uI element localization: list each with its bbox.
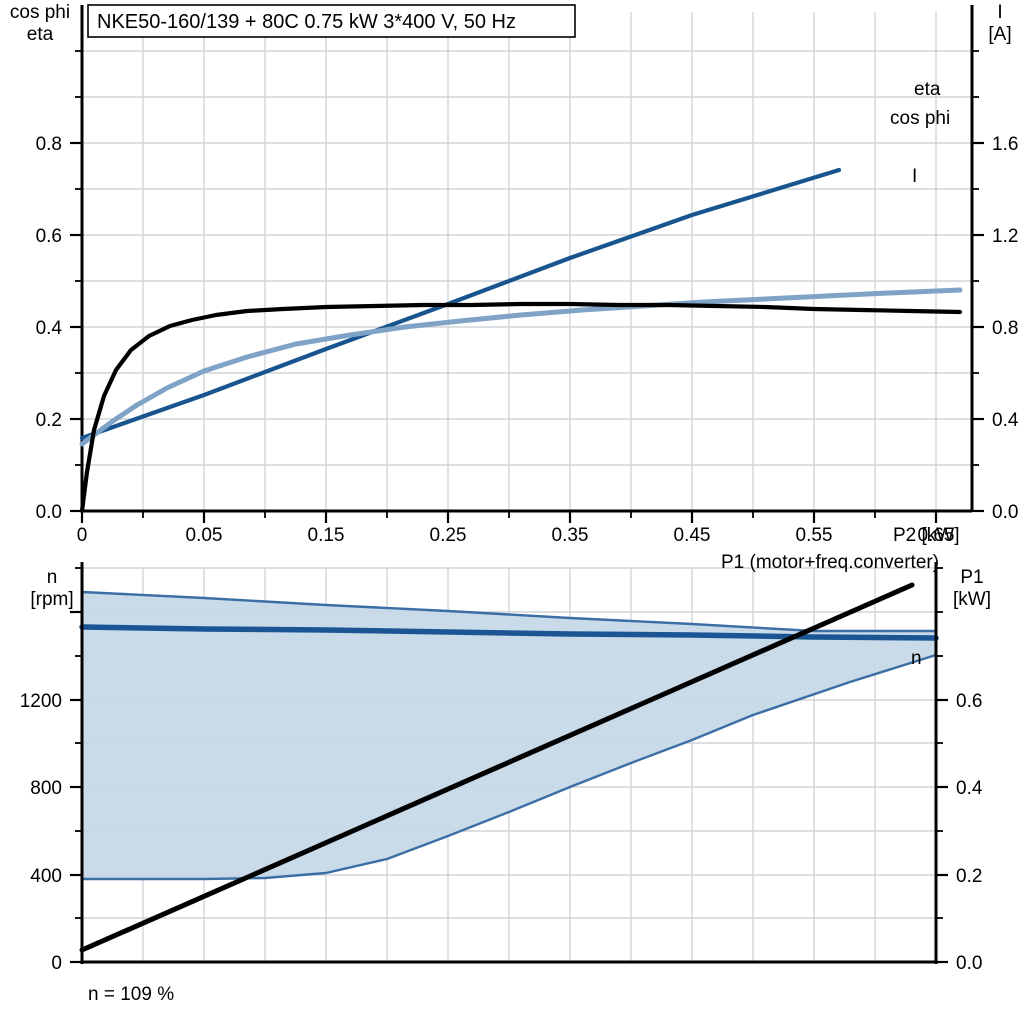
- top-chart-vertical-gridlines: [142, 12, 937, 510]
- bottom-chart-right-ticks: [936, 567, 948, 964]
- bottom-ytick-label-right-1: 0.2: [956, 866, 982, 887]
- top-chart-bottom-ticks: [80, 511, 938, 523]
- top-ytick-label-right-3: 1.2: [992, 226, 1018, 247]
- bottom-ytick-label-left-1: 400: [30, 866, 62, 887]
- chart-title-text: NKE50-160/139 + 80C 0.75 kW 3*400 V, 50 …: [97, 11, 516, 33]
- speed-curve-label: n: [911, 648, 922, 669]
- power-input-curve: [79, 582, 915, 953]
- bottom-ytick-label-left-2: 800: [30, 778, 62, 799]
- top-xaxis-title: P2 [kW]: [893, 525, 960, 546]
- top-xtick-label-7: 0.65: [918, 525, 955, 546]
- bottom-chart-left-ticks: [70, 567, 82, 964]
- eta-curve: [79, 301, 963, 514]
- top-ytick-label-right-2: 0.8: [992, 318, 1018, 339]
- speed-percentage-caption: n = 109 %: [88, 984, 174, 1005]
- bottom-right-axis-title-line1: P1: [960, 567, 983, 588]
- top-ytick-label-right-1: 0.4: [992, 410, 1019, 431]
- bottom-ytick-label-left-0: 0: [51, 953, 62, 974]
- top-xtick-label-6: 0.55: [796, 525, 833, 546]
- speed-range-envelope: [82, 592, 936, 879]
- bottom-left-axis-title-line2: [rpm]: [30, 589, 73, 610]
- cos-phi-curve: [79, 287, 963, 447]
- top-ytick-label-left-3: 0.6: [36, 226, 62, 247]
- top-xtick-label-0: 0: [77, 525, 88, 546]
- power-input-annotation: P1 (motor+freq.converter): [721, 552, 939, 573]
- speed-envelope-lower-bound: [80, 653, 938, 881]
- top-right-axis-title-line2: [A]: [988, 24, 1011, 45]
- speed-envelope-upper-bound: [80, 590, 938, 633]
- top-chart-left-ticks: [70, 50, 82, 513]
- top-chart-axes: [80, 5, 974, 513]
- top-right-axis-title-line1: I: [997, 2, 1002, 23]
- bottom-chart: n [rpm] P1 [kW] 0 400 800 1200 0.0 0.2 0…: [20, 552, 991, 1005]
- current-curve-label: I: [912, 166, 917, 187]
- bottom-right-axis-title-line2: [kW]: [953, 589, 991, 610]
- top-xtick-label-2: 0.15: [308, 525, 345, 546]
- top-ytick-label-left-2: 0.4: [36, 318, 63, 339]
- top-ytick-label-right-4: 1.6: [992, 134, 1018, 155]
- top-ytick-label-right-0: 0.0: [992, 502, 1018, 523]
- top-left-axis-title-line2: eta: [27, 24, 54, 45]
- top-chart-horizontal-gridlines: [82, 50, 972, 466]
- top-xtick-label-5: 0.45: [674, 525, 711, 546]
- top-chart: NKE50-160/139 + 80C 0.75 kW 3*400 V, 50 …: [10, 2, 1019, 546]
- bottom-left-axis-title-line1: n: [47, 567, 58, 588]
- top-left-axis-title-line1: cos phi: [10, 2, 70, 23]
- chart-title: NKE50-160/139 + 80C 0.75 kW 3*400 V, 50 …: [87, 4, 576, 38]
- bottom-ytick-label-right-0: 0.0: [956, 953, 982, 974]
- top-ytick-label-left-1: 0.2: [36, 410, 62, 431]
- bottom-ytick-label-right-3: 0.6: [956, 691, 982, 712]
- top-ytick-label-left-0: 0.0: [36, 502, 62, 523]
- bottom-ytick-label-right-2: 0.4: [956, 778, 983, 799]
- top-xtick-label-1: 0.05: [186, 525, 223, 546]
- bottom-ytick-label-left-3: 1200: [20, 691, 62, 712]
- top-xtick-label-3: 0.25: [430, 525, 467, 546]
- bottom-chart-axes: [80, 562, 938, 964]
- top-chart-right-ticks: [972, 50, 984, 513]
- top-ytick-label-left-4: 0.8: [36, 134, 62, 155]
- top-xtick-label-4: 0.35: [552, 525, 589, 546]
- eta-curve-label: eta: [914, 79, 941, 100]
- cos-phi-curve-label: cos phi: [890, 108, 950, 129]
